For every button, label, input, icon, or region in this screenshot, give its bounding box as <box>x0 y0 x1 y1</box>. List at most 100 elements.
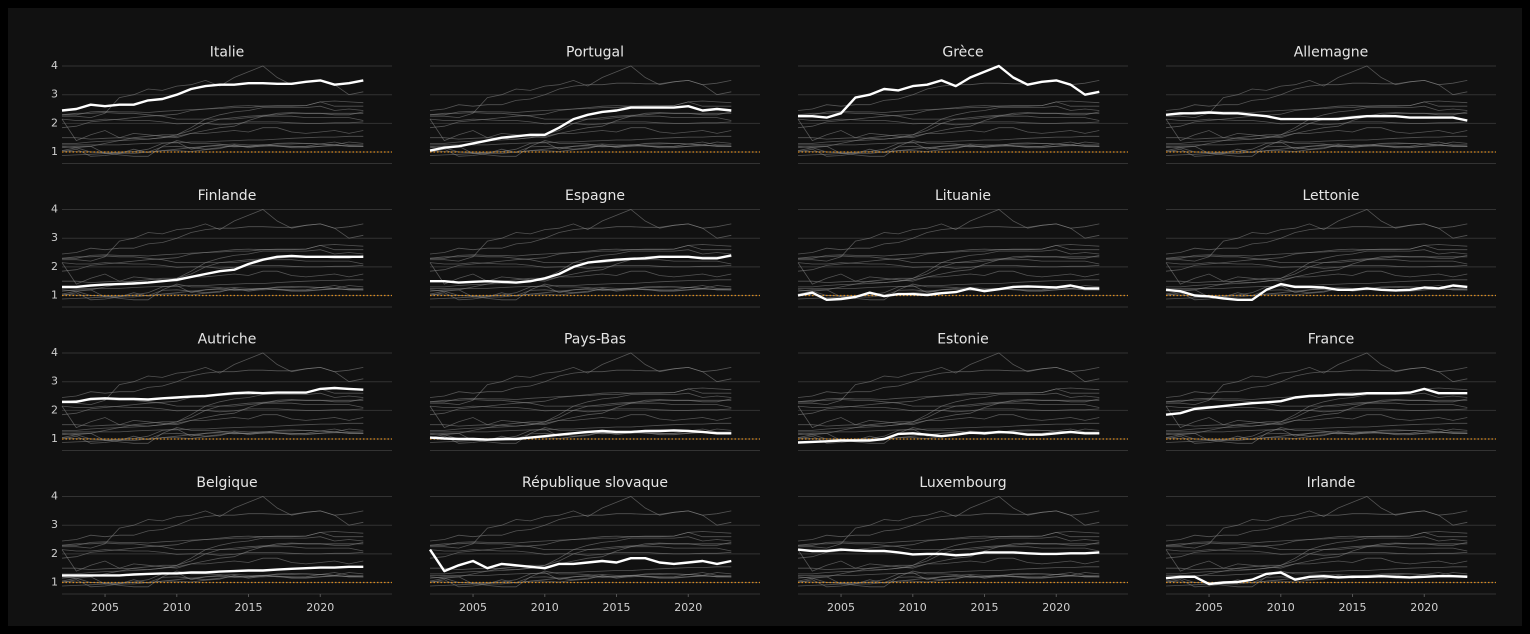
line <box>1165 399 1468 408</box>
line <box>1166 209 1468 262</box>
line <box>61 536 364 582</box>
line <box>62 565 364 577</box>
line <box>430 135 732 146</box>
y-tick-label: 2 <box>51 260 58 273</box>
x-tick-label: 2015 <box>235 601 263 614</box>
x-tick-label: 2010 <box>531 601 559 614</box>
x-tick-label: 2020 <box>1410 601 1438 614</box>
line <box>1166 111 1468 140</box>
line <box>429 536 732 582</box>
line <box>61 572 364 585</box>
x-tick-label: 2005 <box>1195 601 1223 614</box>
y-tick-label: 3 <box>51 518 58 531</box>
line <box>61 79 364 112</box>
line <box>429 249 732 295</box>
line <box>1165 249 1468 295</box>
line <box>1166 422 1468 433</box>
line <box>1166 279 1468 289</box>
line <box>1165 405 1468 429</box>
line <box>798 542 1100 571</box>
line <box>1165 262 1468 285</box>
line <box>429 542 732 552</box>
line <box>61 405 364 429</box>
line <box>429 105 732 152</box>
line <box>1165 262 1468 269</box>
line <box>61 542 364 552</box>
y-tick-label: 4 <box>51 203 58 216</box>
line <box>429 572 732 585</box>
line <box>62 398 364 427</box>
line <box>798 64 1100 119</box>
x-tick-label: 2010 <box>163 601 191 614</box>
line <box>430 254 732 284</box>
line <box>61 405 364 413</box>
panel-title: République slovaque <box>522 475 668 491</box>
x-tick-label: 2005 <box>91 601 119 614</box>
y-tick-label: 4 <box>51 490 58 503</box>
x-tick-label: 2020 <box>674 601 702 614</box>
x-tick-label: 2015 <box>603 601 631 614</box>
line <box>797 141 1100 154</box>
line <box>1165 542 1468 552</box>
line <box>429 118 732 126</box>
line <box>62 209 364 262</box>
line <box>429 118 732 142</box>
line <box>798 496 1100 549</box>
line <box>797 118 1100 126</box>
line <box>797 262 1100 269</box>
line <box>797 392 1100 438</box>
panel-title: Autriche <box>198 331 257 347</box>
line <box>62 111 364 140</box>
line <box>797 549 1100 572</box>
line <box>1166 255 1468 284</box>
line <box>798 209 1100 262</box>
line <box>62 422 364 433</box>
line <box>429 548 732 573</box>
panel-title: Lettonie <box>1302 188 1359 204</box>
line <box>430 542 732 571</box>
panel-title: Pays-Bas <box>564 331 626 347</box>
panel-title: Grèce <box>942 44 983 60</box>
line <box>430 496 732 549</box>
line <box>430 398 732 427</box>
line <box>430 111 732 140</box>
line <box>429 285 732 298</box>
line <box>1165 549 1468 572</box>
line <box>61 285 364 298</box>
line <box>797 548 1100 557</box>
y-tick-label: 4 <box>51 59 58 72</box>
line <box>61 118 364 126</box>
line <box>62 254 364 289</box>
y-tick-label: 1 <box>51 432 58 445</box>
line <box>1165 282 1468 301</box>
line <box>61 105 364 151</box>
line <box>1165 549 1468 556</box>
line <box>1166 65 1468 119</box>
line <box>798 566 1100 576</box>
line <box>797 284 1100 301</box>
line <box>797 118 1100 142</box>
line <box>429 429 732 441</box>
line <box>429 141 732 154</box>
panel-title: Luxembourg <box>919 475 1006 491</box>
line <box>1166 566 1468 576</box>
line <box>61 392 364 438</box>
x-tick-label: 2015 <box>971 601 999 614</box>
y-tick-label: 1 <box>51 576 58 589</box>
line <box>1165 428 1468 441</box>
line <box>429 399 732 408</box>
line <box>798 352 1100 406</box>
line <box>798 111 1100 140</box>
line <box>430 566 732 576</box>
line <box>430 209 732 262</box>
line <box>797 249 1100 295</box>
line <box>797 285 1100 298</box>
line <box>797 112 1100 121</box>
line <box>1165 111 1468 122</box>
line <box>61 399 364 408</box>
line <box>1166 496 1468 549</box>
panel-title: Lituanie <box>935 188 991 204</box>
line <box>798 398 1100 427</box>
line <box>1165 255 1468 265</box>
line <box>429 392 732 438</box>
